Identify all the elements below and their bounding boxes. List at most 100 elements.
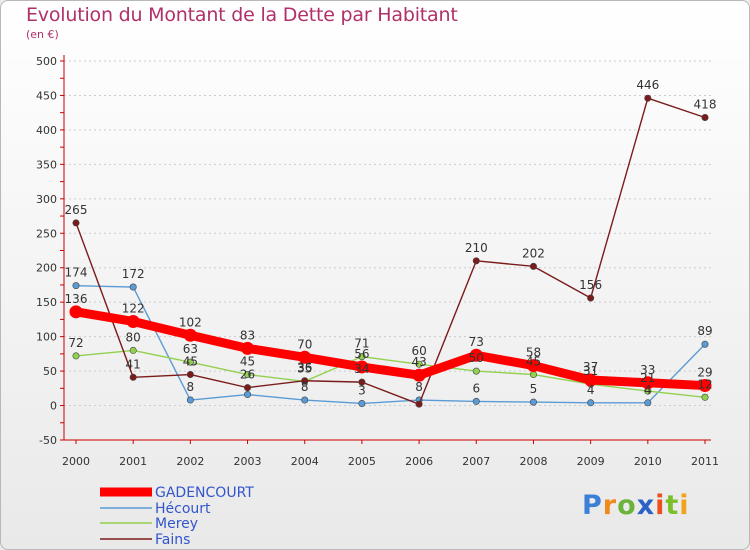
proxiti-logo: Proxiti [582, 490, 690, 521]
logo-letter: o [617, 490, 637, 521]
data-point [129, 283, 137, 291]
data-point [644, 399, 652, 407]
y-tick-label: 300 [36, 193, 57, 206]
data-point [355, 360, 369, 374]
data-label: 21 [640, 371, 655, 385]
data-label: 80 [126, 330, 141, 344]
data-label: 4 [587, 383, 595, 397]
data-label: 45 [526, 355, 541, 369]
data-label: 36 [297, 361, 312, 375]
y-tick-label: 400 [36, 124, 57, 137]
data-point [472, 257, 480, 265]
data-label: 31 [583, 364, 598, 378]
logo-letter: x [636, 490, 656, 521]
data-label: 83 [240, 328, 255, 342]
x-tick-label: 2001 [119, 455, 147, 468]
data-point [241, 341, 255, 355]
data-point [72, 282, 80, 290]
y-tick-label: 350 [36, 158, 57, 171]
data-point [472, 367, 480, 375]
x-tick-label: 2005 [348, 455, 376, 468]
data-point [587, 399, 595, 407]
x-tick-label: 2010 [634, 455, 662, 468]
x-tick-label: 2000 [62, 455, 90, 468]
series-line-merey [75, 349, 706, 398]
y-tick-label: 200 [36, 262, 57, 275]
data-label: 265 [65, 203, 88, 217]
y-tick-label: 50 [43, 365, 57, 378]
x-tick-label: 2007 [462, 455, 490, 468]
data-label: 56 [354, 347, 369, 361]
data-label: 71 [354, 337, 369, 351]
data-label: 174 [65, 266, 88, 280]
series-line-gadencourt [71, 307, 710, 391]
data-label: 26 [240, 368, 255, 382]
logo-letter: i [679, 490, 690, 521]
data-point [186, 371, 194, 379]
data-point [701, 340, 709, 348]
data-label: 8 [187, 380, 195, 394]
y-tick-label: 500 [36, 55, 57, 68]
data-label: 4 [644, 383, 652, 397]
data-label: 72 [68, 336, 83, 350]
x-tick-label: 2008 [519, 455, 547, 468]
data-point [186, 396, 194, 404]
data-label: 8 [301, 380, 309, 394]
data-label: 50 [469, 351, 484, 365]
data-point [472, 397, 480, 405]
chart-subtitle: (en €) [26, 28, 59, 41]
data-point [644, 94, 652, 102]
legend-label: Hécourt [155, 501, 211, 517]
y-tick-label: -50 [39, 434, 57, 447]
data-point [358, 353, 366, 361]
data-label: 58 [526, 346, 541, 360]
data-point [183, 328, 197, 342]
data-point [412, 368, 426, 382]
data-point [186, 358, 194, 366]
y-tick-label: 450 [36, 89, 57, 102]
data-label: 102 [179, 315, 202, 329]
data-point [129, 346, 137, 354]
logo-letter: P [582, 490, 603, 521]
data-label: 8 [415, 380, 423, 394]
data-point [587, 294, 595, 302]
data-label: 29 [697, 366, 712, 380]
data-point [244, 391, 252, 399]
data-point [244, 371, 252, 379]
data-point [358, 399, 366, 407]
data-label: 3 [358, 383, 366, 397]
data-point [415, 400, 423, 408]
data-label: 45 [240, 355, 255, 369]
legend-label: Merey [155, 516, 198, 532]
data-point [641, 376, 655, 390]
data-point [244, 384, 252, 392]
logo-letter: i [655, 490, 666, 521]
y-tick-label: 0 [50, 400, 57, 413]
logo-letter: r [602, 490, 618, 521]
data-label: 43 [411, 355, 426, 369]
data-label: 89 [697, 324, 712, 338]
data-label: 73 [469, 335, 484, 349]
data-point [129, 373, 137, 381]
legend-label: GADENCOURT [155, 485, 254, 501]
data-point [72, 219, 80, 227]
data-label: 35 [297, 361, 312, 375]
x-tick-label: 2006 [405, 455, 433, 468]
data-point [698, 379, 712, 393]
data-label: 45 [183, 355, 198, 369]
y-tick-label: 150 [36, 296, 57, 309]
data-label: 33 [640, 363, 655, 377]
data-point [415, 360, 423, 368]
data-point [469, 348, 483, 362]
data-label: 418 [694, 98, 717, 112]
data-label: 122 [122, 301, 145, 315]
x-tick-label: 2002 [176, 455, 204, 468]
data-point [584, 373, 598, 387]
data-label: 6 [472, 381, 480, 395]
data-label: 63 [183, 342, 198, 356]
data-point [298, 350, 312, 364]
y-tick-label: 250 [36, 227, 57, 240]
y-tick-label: 100 [36, 331, 57, 344]
